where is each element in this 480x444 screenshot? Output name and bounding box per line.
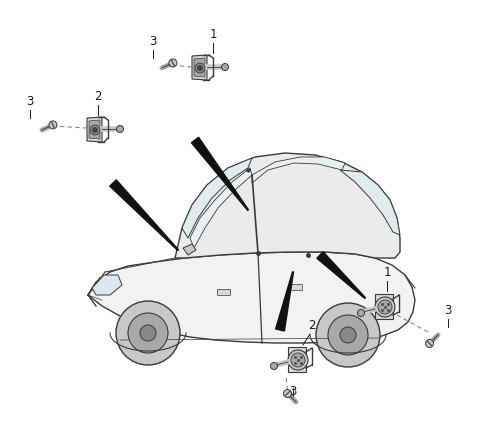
Text: 3: 3 (26, 95, 34, 108)
Circle shape (316, 303, 380, 367)
Polygon shape (192, 55, 207, 80)
Circle shape (288, 350, 308, 370)
Polygon shape (175, 153, 400, 258)
Circle shape (291, 353, 305, 367)
Text: 1: 1 (209, 28, 217, 41)
Polygon shape (276, 272, 293, 331)
Polygon shape (183, 244, 196, 255)
Circle shape (197, 66, 203, 71)
Circle shape (140, 325, 156, 341)
Circle shape (358, 309, 364, 317)
Text: 3: 3 (289, 385, 297, 398)
Circle shape (340, 327, 356, 343)
Circle shape (375, 297, 395, 317)
Polygon shape (194, 58, 205, 77)
Circle shape (117, 126, 123, 132)
Text: 2: 2 (308, 319, 316, 332)
Polygon shape (340, 170, 400, 235)
Text: 3: 3 (444, 304, 452, 317)
Circle shape (328, 315, 368, 355)
FancyBboxPatch shape (217, 289, 230, 296)
Polygon shape (252, 157, 345, 183)
Polygon shape (317, 252, 365, 298)
Polygon shape (89, 120, 100, 139)
Circle shape (169, 59, 177, 67)
Polygon shape (288, 347, 306, 372)
Circle shape (425, 340, 433, 348)
Polygon shape (375, 294, 393, 319)
Circle shape (90, 125, 100, 135)
Polygon shape (110, 180, 179, 250)
Text: 2: 2 (94, 90, 102, 103)
Polygon shape (190, 168, 252, 248)
Polygon shape (192, 137, 248, 210)
Circle shape (271, 362, 277, 369)
Polygon shape (88, 252, 415, 343)
Circle shape (93, 127, 97, 132)
FancyBboxPatch shape (289, 285, 302, 290)
Circle shape (378, 300, 392, 314)
Circle shape (116, 301, 180, 365)
Text: 3: 3 (149, 35, 156, 48)
Circle shape (284, 389, 291, 397)
Circle shape (221, 63, 228, 71)
Polygon shape (87, 117, 102, 142)
Circle shape (128, 313, 168, 353)
Polygon shape (182, 158, 252, 238)
Circle shape (195, 63, 205, 73)
Polygon shape (92, 275, 122, 295)
Text: 1: 1 (383, 266, 391, 279)
Circle shape (49, 121, 57, 129)
